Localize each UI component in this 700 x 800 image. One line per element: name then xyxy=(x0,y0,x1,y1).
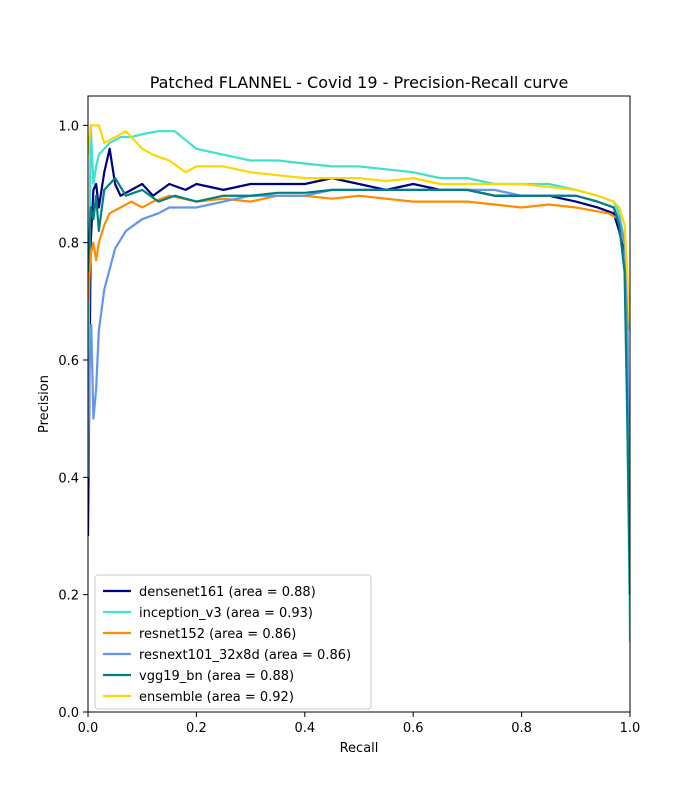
y-axis: 0.0 0.2 0.4 0.6 0.8 1.0 xyxy=(58,119,88,721)
series-line-2 xyxy=(88,124,630,642)
series-line-1 xyxy=(88,147,630,537)
x-tick-label: 1.0 xyxy=(620,721,641,736)
legend-entry: vgg19_bn (area = 0.88) xyxy=(139,669,294,684)
legend-entry: densenet161 (area = 0.88) xyxy=(139,585,316,600)
x-axis-label: Recall xyxy=(340,741,379,756)
plot-frame xyxy=(87,95,631,713)
legend-entry: resnext101_32x8d (area = 0.86) xyxy=(139,648,351,663)
y-tick-label: 0.0 xyxy=(58,706,79,721)
x-tick-label: 0.2 xyxy=(186,721,207,736)
legend-entry: inception_v3 (area = 0.93) xyxy=(139,606,313,621)
series-line-6 xyxy=(88,124,630,331)
plot-area xyxy=(87,95,631,713)
x-axis: 0.0 0.2 0.4 0.6 0.8 1.0 xyxy=(78,712,641,736)
legend-entry: ensemble (area = 0.92) xyxy=(139,690,294,705)
y-tick-label: 0.4 xyxy=(58,471,79,486)
y-tick-label: 0.2 xyxy=(58,589,79,604)
y-tick-label: 0.8 xyxy=(58,237,79,252)
series-line-4 xyxy=(88,188,630,595)
series-line-5 xyxy=(88,177,630,595)
x-tick-label: 0.4 xyxy=(294,721,315,736)
legend-entry: resnet152 (area = 0.86) xyxy=(139,627,296,642)
y-axis-label: Precision xyxy=(37,375,52,433)
series-line-3 xyxy=(88,194,630,595)
x-tick-label: 0.6 xyxy=(403,721,424,736)
x-tick-label: 0.8 xyxy=(511,721,532,736)
y-tick-label: 0.6 xyxy=(58,354,79,369)
series-lines xyxy=(88,124,630,642)
legend: densenet161 (area = 0.88) inception_v3 (a… xyxy=(94,574,372,710)
x-tick-label: 0.0 xyxy=(78,721,99,736)
legend-box xyxy=(94,574,372,710)
y-tick-label: 1.0 xyxy=(58,119,79,134)
chart-title: Patched FLANNEL - Covid 19 - Precision-R… xyxy=(150,73,569,92)
